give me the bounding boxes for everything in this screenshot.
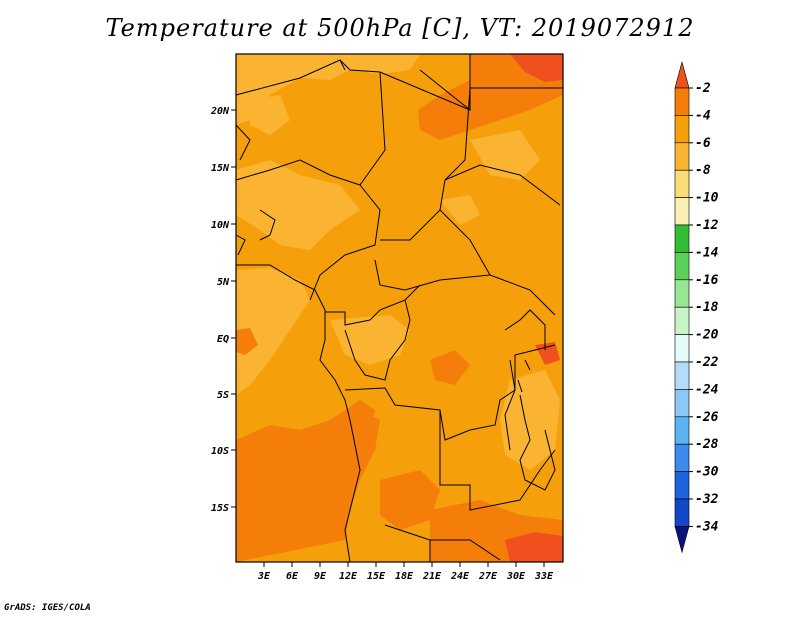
legend-label: -34 <box>695 519 719 534</box>
ytick-20n: 20N <box>210 106 230 117</box>
legend-swatch-pale-cyan <box>674 334 690 363</box>
country-borders <box>235 54 563 563</box>
legend-swatch-pale-green <box>674 306 690 335</box>
xtick-27e: 27E <box>478 571 498 582</box>
xtick-15e: 15E <box>367 571 386 582</box>
legend-label: -4 <box>695 108 711 123</box>
legend-label: -8 <box>695 163 711 178</box>
legend-label: -32 <box>695 492 719 507</box>
xtick-18e: 18E <box>395 571 414 582</box>
legend-swatch-blue <box>674 416 690 445</box>
legend-label: -22 <box>695 355 719 370</box>
legend-label: -12 <box>695 218 719 233</box>
legend-swatch-orange <box>674 115 690 144</box>
grads-credit: GrADS: IGES/COLA <box>4 603 91 613</box>
legend-swatch-med-green <box>674 252 690 281</box>
y-tick-marks <box>231 109 236 508</box>
legend-swatch-lt-red <box>674 60 690 89</box>
legend-swatch-pale-yellow <box>674 197 690 226</box>
x-tick-labels: 3E 6E 9E 12E 15E 18E 21E 24E 27E 30E 33E <box>257 571 554 582</box>
y-tick-labels: 20N 15N 10N 5N EQ 5S 10S 15S <box>210 106 230 514</box>
xtick-30e: 30E <box>506 571 526 582</box>
x-tick-marks <box>263 562 545 567</box>
xtick-24e: 24E <box>450 571 470 582</box>
legend-swatch-lt-green <box>674 279 690 308</box>
ytick-10s: 10S <box>211 446 229 457</box>
legend-swatch-dk-blue <box>674 471 690 500</box>
legend-label: -20 <box>695 328 719 343</box>
legend-label: -28 <box>695 437 719 452</box>
xtick-33e: 33E <box>534 571 554 582</box>
ytick-5s: 5S <box>217 390 229 401</box>
legend-label: -2 <box>695 81 711 96</box>
legend-swatch-dk-orange <box>674 87 690 116</box>
xtick-12e: 12E <box>339 571 358 582</box>
temperature-field <box>236 54 563 562</box>
legend-swatch-green <box>674 224 690 253</box>
legend-label: -14 <box>695 245 719 260</box>
legend-label: -10 <box>695 191 719 206</box>
xtick-9e: 9E <box>314 571 327 582</box>
xtick-6e: 6E <box>286 571 299 582</box>
ytick-5n: 5N <box>217 277 230 288</box>
color-bar-legend: -2 -4 -6 -8 -10 -12 -14 -16 -18 -20 -22 -24 -26 -28 -3… <box>674 60 719 554</box>
ytick-10n: 10N <box>211 220 230 231</box>
legend-label: -24 <box>695 382 719 397</box>
legend-swatch-sky-blue <box>674 389 690 418</box>
legend-swatch-lt-orange <box>674 142 690 171</box>
legend-swatch-darker-blue <box>674 498 690 527</box>
legend-label: -18 <box>695 300 719 315</box>
xtick-21e: 21E <box>422 571 442 582</box>
legend-label: -6 <box>695 136 711 151</box>
legend-swatch-navy <box>674 526 690 554</box>
ytick-15s: 15S <box>211 503 229 514</box>
legend-swatch-med-blue <box>674 443 690 472</box>
legend-swatch-yellow <box>674 169 690 198</box>
ytick-eq: EQ <box>217 334 229 345</box>
xtick-3e: 3E <box>257 571 271 582</box>
legend-label: -30 <box>695 465 719 480</box>
legend-label: -26 <box>695 410 719 425</box>
legend-swatch-lt-blue <box>674 361 690 390</box>
map-frame <box>235 53 564 563</box>
plot-title: Temperature at 500hPa [C], VT: 201907291… <box>105 14 695 42</box>
legend-label: -16 <box>695 273 719 288</box>
ytick-15n: 15N <box>211 163 230 174</box>
